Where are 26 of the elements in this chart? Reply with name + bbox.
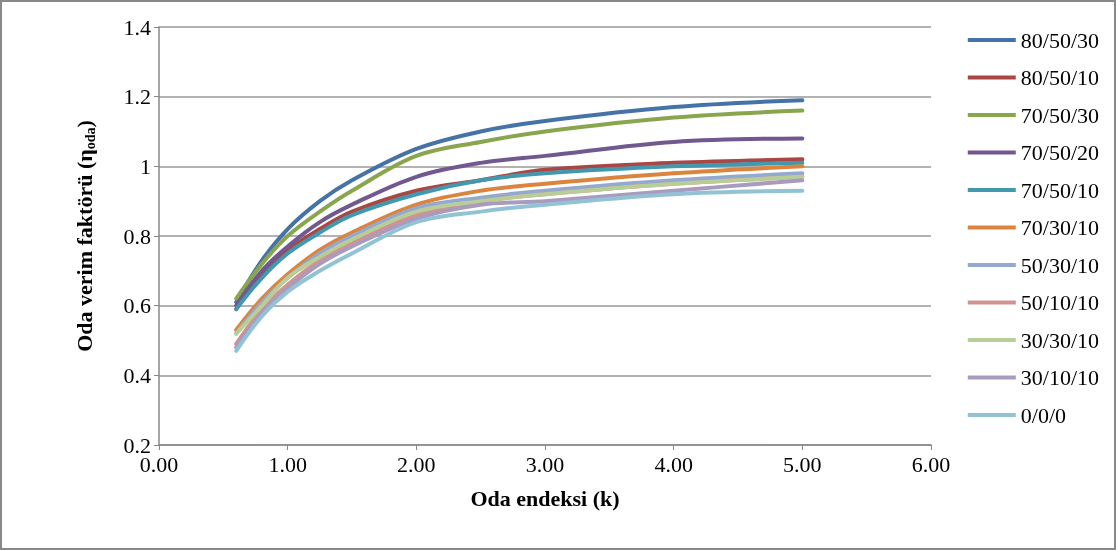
legend-label: 50/30/10 — [1020, 252, 1100, 278]
legend-label: 70/50/30 — [1020, 102, 1100, 128]
x-tick-label: 5.00 — [783, 451, 822, 477]
legend-label: 80/50/30 — [1020, 27, 1100, 53]
legend-label: 30/10/10 — [1020, 365, 1100, 390]
y-axis-title: Oda verim faktörü (ηoda) — [71, 120, 98, 352]
legend-label: 70/50/10 — [1020, 177, 1100, 203]
y-tick-label: 0.2 — [123, 432, 151, 458]
y-tick-label: 1.4 — [123, 14, 151, 40]
y-tick-label: 0.8 — [123, 223, 151, 249]
y-tick-label: 0.6 — [123, 293, 151, 319]
y-tick-label: 0.4 — [123, 362, 151, 388]
legend-label: 80/50/10 — [1020, 65, 1100, 90]
legend-label: 50/10/10 — [1020, 290, 1100, 315]
x-tick-label: 2.00 — [397, 451, 436, 477]
legend-label: 70/30/10 — [1020, 215, 1100, 240]
legend-label: 0/0/0 — [1020, 402, 1067, 428]
x-axis-title: Oda endeksi (k) — [470, 485, 620, 511]
x-tick-label: 1.00 — [268, 451, 307, 477]
y-tick-label: 1 — [140, 153, 151, 179]
y-tick-label: 1.2 — [123, 84, 151, 110]
legend-label: 30/30/10 — [1020, 327, 1100, 353]
x-tick-label: 4.00 — [654, 451, 693, 477]
x-tick-label: 6.00 — [911, 451, 951, 477]
legend-label: 70/50/20 — [1020, 140, 1100, 165]
x-tick-label: 3.00 — [525, 451, 565, 477]
